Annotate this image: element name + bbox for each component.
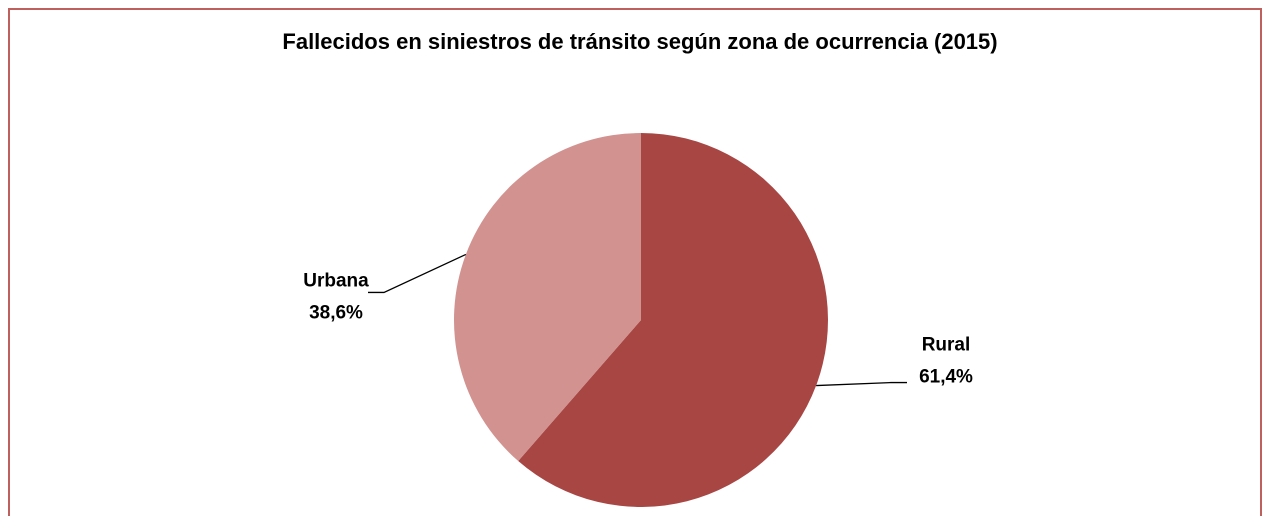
slice-value-label: 38,6%	[309, 302, 363, 323]
pie-slice	[518, 133, 828, 507]
slice-label: Urbana	[303, 270, 369, 291]
pie-slice	[453, 133, 641, 462]
slice-label: Rural	[922, 335, 971, 356]
leader-line	[816, 381, 907, 387]
slice-value-label: 61,4%	[919, 367, 973, 388]
leader-line	[368, 253, 467, 294]
chart-title: Fallecidos en siniestros de tránsito seg…	[282, 29, 997, 54]
